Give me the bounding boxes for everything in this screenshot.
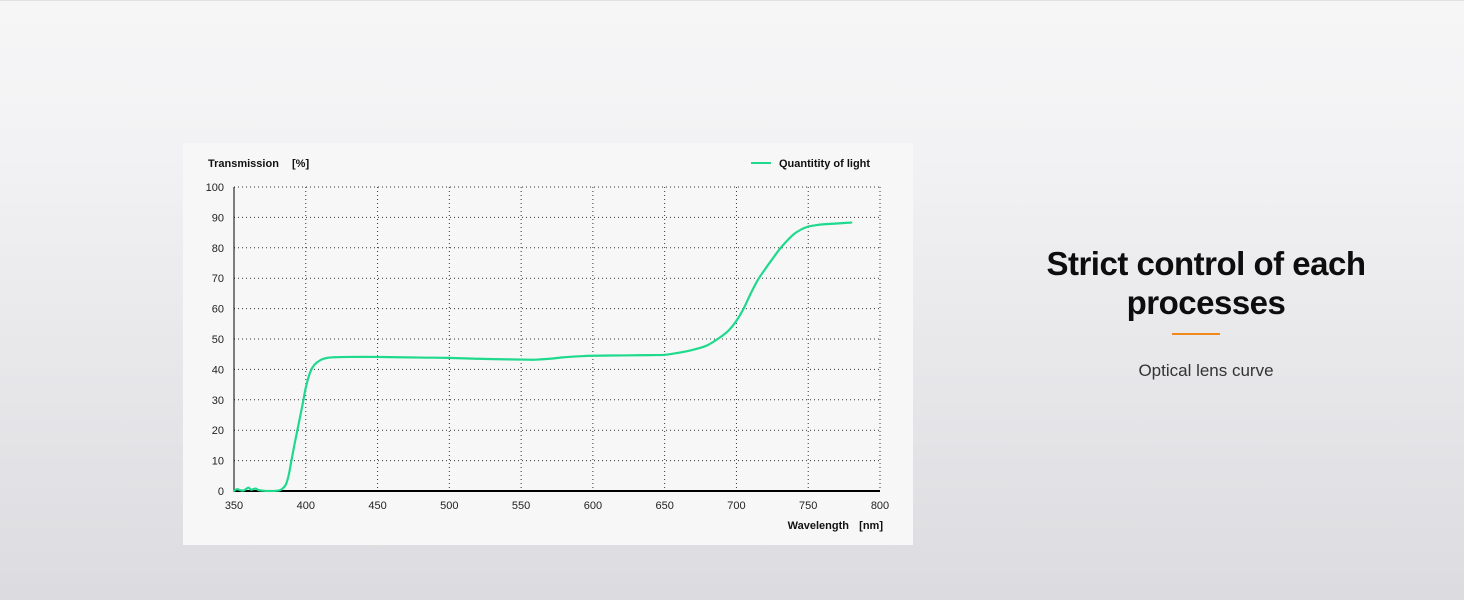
y-tick-label-70: 70 <box>212 273 224 285</box>
y-tick-label-20: 20 <box>212 425 224 437</box>
x-tick-label-700: 700 <box>727 500 745 512</box>
caption: Optical lens curve <box>1138 361 1274 380</box>
y-tick-label-60: 60 <box>212 304 224 316</box>
x-tick-label-400: 400 <box>297 500 315 512</box>
legend-label: Quantitity of light <box>779 158 870 170</box>
x-tick-label-650: 650 <box>655 500 673 512</box>
y-tick-label-10: 10 <box>212 456 224 468</box>
x-tick-label-350: 350 <box>225 500 243 512</box>
series-line-0 <box>232 221 853 493</box>
x-axis-unit: [nm] <box>859 520 883 532</box>
headline: Strict control of each processes <box>1046 245 1366 321</box>
x-tick-label-600: 600 <box>584 500 602 512</box>
y-tick-label-40: 40 <box>212 364 224 376</box>
y-tick-label-50: 50 <box>212 334 224 346</box>
y-tick-label-90: 90 <box>212 212 224 224</box>
y-tick-label-100: 100 <box>206 182 224 194</box>
top-border-line <box>0 0 1464 1</box>
tick-labels: 350 400 450 500 550 600 650 700 750 800 0 10 20 30 40 5… <box>206 182 890 512</box>
series-lines <box>232 221 853 493</box>
y-tick-label-80: 80 <box>212 243 224 255</box>
y-tick-label-30: 30 <box>212 395 224 407</box>
y-axis-unit: [%] <box>292 158 309 170</box>
accent-divider <box>1172 333 1220 335</box>
x-tick-label-450: 450 <box>368 500 386 512</box>
x-tick-label-550: 550 <box>512 500 530 512</box>
grid-lines <box>234 186 881 491</box>
axes <box>233 187 880 492</box>
x-tick-label-750: 750 <box>799 500 817 512</box>
x-axis-label: Wavelength <box>788 520 850 532</box>
y-axis-label: Transmission <box>208 158 279 170</box>
x-tick-label-800: 800 <box>871 500 889 512</box>
y-tick-label-0: 0 <box>218 486 224 498</box>
transmission-chart: 350 400 450 500 550 600 650 700 750 800 0 10 20 30 40 5… <box>206 158 890 532</box>
x-tick-label-500: 500 <box>440 500 458 512</box>
chart-panel: 350 400 450 500 550 600 650 700 750 800 0 10 20 30 40 5… <box>183 143 913 545</box>
